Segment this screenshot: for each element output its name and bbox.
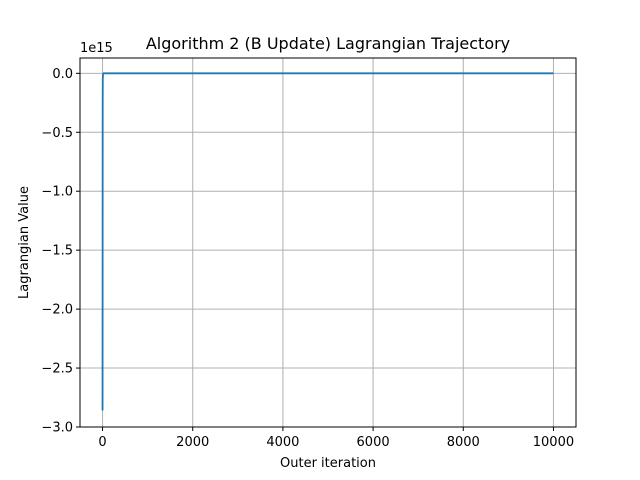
y-axis-ticks: 0.0 −0.5 −1.0 −1.5 −2.0 −2.5 −3.0 — [41, 67, 80, 436]
x-tick-label: 6000 — [357, 435, 390, 450]
x-tick-label: 4000 — [266, 435, 299, 450]
x-tick-label: 2000 — [176, 435, 209, 450]
x-tick-label: 8000 — [447, 435, 480, 450]
chart-title: Algorithm 2 (B Update) Lagrangian Trajec… — [146, 34, 510, 53]
y-tick-label: −1.5 — [41, 244, 73, 259]
y-axis-label: Lagrangian Value — [17, 186, 32, 299]
x-tick-label: 10000 — [533, 435, 574, 450]
y-tick-label: −2.0 — [41, 303, 73, 318]
x-tick-label: 0 — [98, 435, 106, 450]
y-tick-label: −3.0 — [41, 421, 73, 436]
series-layer — [101, 72, 554, 411]
y-tick-label: 0.0 — [52, 67, 73, 82]
grid-lines — [80, 58, 576, 428]
y-axis-offset-label: 1e15 — [80, 41, 113, 56]
series-line-0 — [101, 72, 554, 411]
plot-frame — [79, 57, 577, 428]
y-tick-label: −1.0 — [41, 185, 73, 200]
y-tick-label: −0.5 — [41, 126, 73, 141]
x-axis-label: Outer iteration — [280, 456, 376, 471]
x-axis-ticks: 0 2000 4000 6000 8000 10000 — [98, 427, 574, 450]
y-tick-label: −2.5 — [41, 362, 73, 377]
